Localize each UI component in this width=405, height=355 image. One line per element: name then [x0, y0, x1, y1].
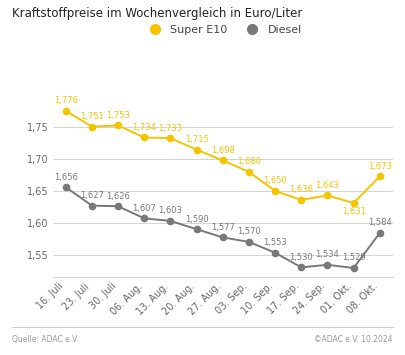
Text: 1,734: 1,734 [132, 123, 156, 132]
Text: 1,530: 1,530 [290, 253, 313, 262]
Text: 1,631: 1,631 [342, 207, 366, 215]
Text: 1,627: 1,627 [80, 191, 104, 200]
Text: 1,673: 1,673 [368, 162, 392, 171]
Text: 1,643: 1,643 [315, 181, 339, 190]
Text: 1,715: 1,715 [185, 135, 209, 144]
Legend: Super E10, Diesel: Super E10, Diesel [139, 20, 306, 39]
Text: 1,680: 1,680 [237, 157, 261, 166]
Text: 1,776: 1,776 [54, 96, 78, 105]
Text: 1,603: 1,603 [158, 206, 182, 215]
Text: 1,529: 1,529 [342, 253, 365, 262]
Text: Kraftstoffpreise im Wochenvergleich in Euro/Liter: Kraftstoffpreise im Wochenvergleich in E… [12, 7, 303, 20]
Text: 1,636: 1,636 [289, 185, 313, 194]
Text: 1,577: 1,577 [211, 223, 234, 232]
Text: 1,607: 1,607 [132, 204, 156, 213]
Text: 1,584: 1,584 [368, 218, 392, 228]
Text: 1,626: 1,626 [106, 192, 130, 201]
Text: ©ADAC e.V. 10.2024: ©ADAC e.V. 10.2024 [314, 335, 393, 344]
Text: 1,753: 1,753 [106, 111, 130, 120]
Text: 1,553: 1,553 [263, 238, 287, 247]
Text: 1,698: 1,698 [211, 146, 234, 155]
Text: 1,570: 1,570 [237, 227, 261, 236]
Text: 1,733: 1,733 [158, 124, 182, 132]
Text: 1,650: 1,650 [263, 176, 287, 185]
Text: Quelle: ADAC e.V.: Quelle: ADAC e.V. [12, 335, 79, 344]
Text: 1,534: 1,534 [315, 250, 339, 259]
Text: 1,751: 1,751 [80, 112, 104, 121]
Text: 1,590: 1,590 [185, 215, 209, 224]
Text: 1,656: 1,656 [54, 173, 78, 182]
